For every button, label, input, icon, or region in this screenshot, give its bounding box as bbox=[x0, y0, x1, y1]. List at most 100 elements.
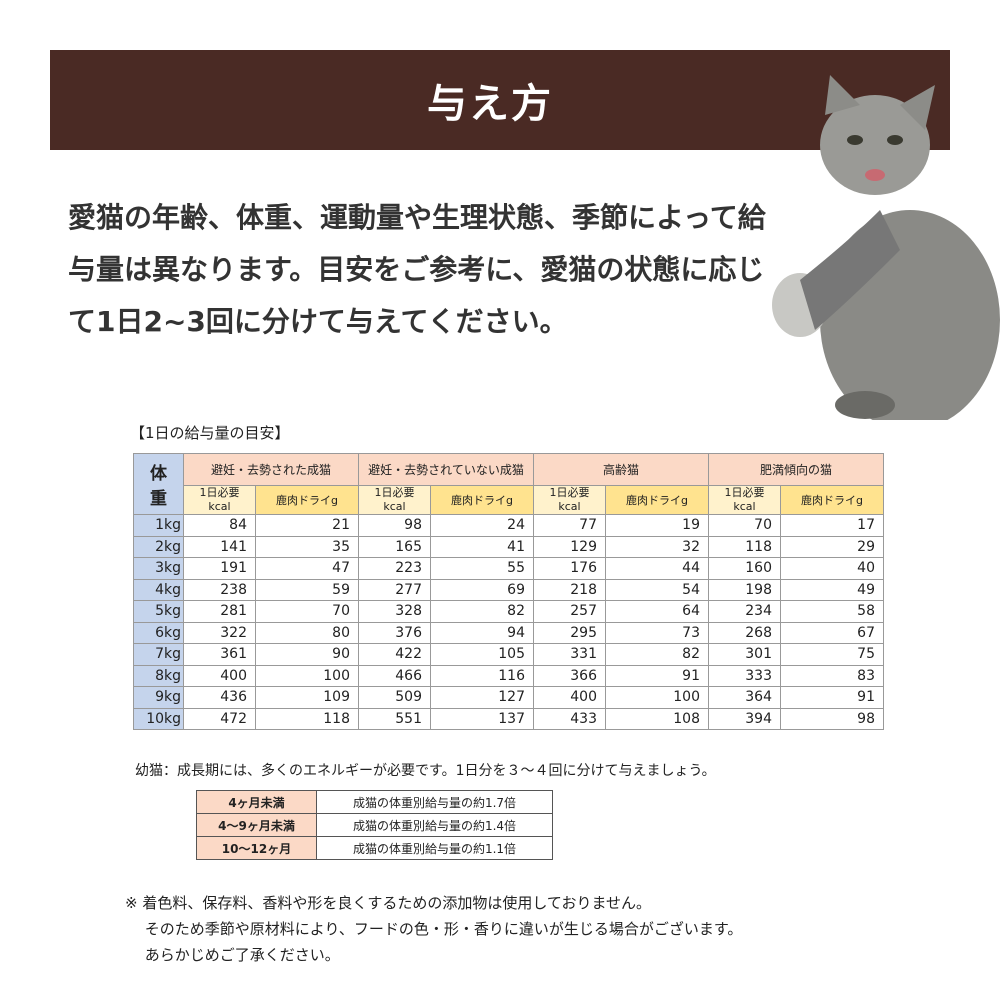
weight-cell: 2kg bbox=[133, 535, 184, 558]
value-cell: 35 bbox=[255, 535, 359, 558]
weight-cell: 5kg bbox=[133, 600, 184, 623]
weight-header: 体重 bbox=[133, 453, 184, 515]
table-row: 7kg 361 90 422 105 331 82 301 75 bbox=[133, 643, 884, 666]
value-cell: 70 bbox=[708, 514, 781, 537]
value-cell: 44 bbox=[605, 557, 709, 580]
value-cell: 141 bbox=[183, 535, 256, 558]
kitten-row: 4ヶ月未満 成猫の体重別給与量の約1.7倍 bbox=[196, 790, 553, 814]
value-cell: 118 bbox=[255, 707, 359, 730]
value-cell: 40 bbox=[780, 557, 884, 580]
value-cell: 433 bbox=[533, 707, 606, 730]
footnote: ※ 着色料、保存料、香料や形を良くするための添加物は使用しておりません。 そのた… bbox=[125, 890, 742, 968]
value-cell: 436 bbox=[183, 686, 256, 709]
value-cell: 100 bbox=[255, 664, 359, 687]
value-cell: 100 bbox=[605, 686, 709, 709]
value-cell: 98 bbox=[780, 707, 884, 730]
value-cell: 82 bbox=[430, 600, 534, 623]
dry-header: 鹿肉ドライg bbox=[430, 485, 534, 515]
value-cell: 400 bbox=[533, 686, 606, 709]
value-cell: 333 bbox=[708, 664, 781, 687]
intro-text: 愛猫の年齢、体重、運動量や生理状態、季節によって給与量は異なります。目安をご参考… bbox=[68, 201, 766, 338]
value-cell: 127 bbox=[430, 686, 534, 709]
value-cell: 223 bbox=[358, 557, 431, 580]
value-cell: 394 bbox=[708, 707, 781, 730]
kcal-header: 1日必要 kcal bbox=[533, 485, 606, 515]
value-cell: 64 bbox=[605, 600, 709, 623]
value-cell: 116 bbox=[430, 664, 534, 687]
value-cell: 328 bbox=[358, 600, 431, 623]
kcal-header: 1日必要 kcal bbox=[708, 485, 781, 515]
value-cell: 295 bbox=[533, 621, 606, 644]
value-cell: 268 bbox=[708, 621, 781, 644]
value-cell: 218 bbox=[533, 578, 606, 601]
value-cell: 198 bbox=[708, 578, 781, 601]
value-cell: 366 bbox=[533, 664, 606, 687]
weight-cell: 10kg bbox=[133, 707, 184, 730]
value-cell: 82 bbox=[605, 643, 709, 666]
weight-cell: 3kg bbox=[133, 557, 184, 580]
table-row: 9kg 436 109 509 127 400 100 364 91 bbox=[133, 686, 884, 709]
value-cell: 137 bbox=[430, 707, 534, 730]
value-cell: 91 bbox=[605, 664, 709, 687]
value-cell: 83 bbox=[780, 664, 884, 687]
value-cell: 32 bbox=[605, 535, 709, 558]
kcal-header: 1日必要 kcal bbox=[358, 485, 431, 515]
value-cell: 364 bbox=[708, 686, 781, 709]
ratio-cell: 成猫の体重別給与量の約1.1倍 bbox=[316, 836, 553, 860]
weight-cell: 4kg bbox=[133, 578, 184, 601]
value-cell: 509 bbox=[358, 686, 431, 709]
weight-cell: 8kg bbox=[133, 664, 184, 687]
value-cell: 129 bbox=[533, 535, 606, 558]
footnote-line: あらかじめご了承ください。 bbox=[125, 946, 340, 964]
value-cell: 69 bbox=[430, 578, 534, 601]
table-row: 6kg 322 80 376 94 295 73 268 67 bbox=[133, 621, 884, 644]
cat-photo bbox=[772, 75, 1000, 420]
value-cell: 70 bbox=[255, 600, 359, 623]
group-header: 避妊・去勢された成猫 bbox=[183, 453, 359, 486]
dry-header: 鹿肉ドライg bbox=[780, 485, 884, 515]
value-cell: 58 bbox=[780, 600, 884, 623]
value-cell: 41 bbox=[430, 535, 534, 558]
value-cell: 77 bbox=[533, 514, 606, 537]
value-cell: 234 bbox=[708, 600, 781, 623]
value-cell: 108 bbox=[605, 707, 709, 730]
table-row: 5kg 281 70 328 82 257 64 234 58 bbox=[133, 600, 884, 623]
value-cell: 17 bbox=[780, 514, 884, 537]
value-cell: 21 bbox=[255, 514, 359, 537]
value-cell: 466 bbox=[358, 664, 431, 687]
value-cell: 191 bbox=[183, 557, 256, 580]
value-cell: 165 bbox=[358, 535, 431, 558]
value-cell: 55 bbox=[430, 557, 534, 580]
table-row: 8kg 400 100 466 116 366 91 333 83 bbox=[133, 664, 884, 687]
kitten-row: 10～12ヶ月 成猫の体重別給与量の約1.1倍 bbox=[196, 836, 553, 860]
value-cell: 331 bbox=[533, 643, 606, 666]
table-row: 4kg 238 59 277 69 218 54 198 49 bbox=[133, 578, 884, 601]
value-cell: 400 bbox=[183, 664, 256, 687]
footnote-line: ※ 着色料、保存料、香料や形を良くするための添加物は使用しておりません。 bbox=[125, 894, 651, 912]
weight-cell: 1kg bbox=[133, 514, 184, 537]
table-row: 2kg 141 35 165 41 129 32 118 29 bbox=[133, 535, 884, 558]
group-header: 高齢猫 bbox=[533, 453, 709, 486]
dry-header: 鹿肉ドライg bbox=[605, 485, 709, 515]
page-title: 与え方 bbox=[427, 81, 553, 127]
value-cell: 238 bbox=[183, 578, 256, 601]
value-cell: 84 bbox=[183, 514, 256, 537]
value-cell: 281 bbox=[183, 600, 256, 623]
value-cell: 24 bbox=[430, 514, 534, 537]
value-cell: 277 bbox=[358, 578, 431, 601]
title-banner: 与え方 bbox=[50, 50, 950, 150]
value-cell: 118 bbox=[708, 535, 781, 558]
age-cell: 4ヶ月未満 bbox=[196, 790, 317, 814]
value-cell: 19 bbox=[605, 514, 709, 537]
age-cell: 4～9ヶ月未満 bbox=[196, 813, 317, 837]
value-cell: 257 bbox=[533, 600, 606, 623]
value-cell: 551 bbox=[358, 707, 431, 730]
value-cell: 94 bbox=[430, 621, 534, 644]
value-cell: 75 bbox=[780, 643, 884, 666]
value-cell: 73 bbox=[605, 621, 709, 644]
value-cell: 376 bbox=[358, 621, 431, 644]
feeding-table: 体重 避妊・去勢された成猫 避妊・去勢されていない成猫 高齢猫 肥満傾向の猫 1… bbox=[133, 453, 884, 730]
value-cell: 322 bbox=[183, 621, 256, 644]
ratio-cell: 成猫の体重別給与量の約1.7倍 bbox=[316, 790, 553, 814]
value-cell: 49 bbox=[780, 578, 884, 601]
